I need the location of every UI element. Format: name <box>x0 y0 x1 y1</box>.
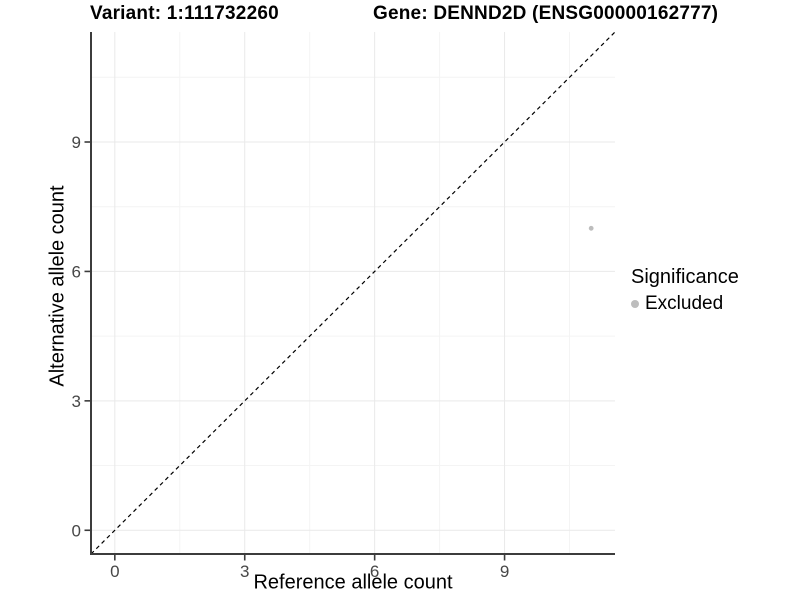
identity-line <box>90 31 616 555</box>
x-axis-title: Reference allele count <box>253 571 453 594</box>
major-gridlines <box>91 32 615 554</box>
x-tick-label: 6 <box>370 562 379 581</box>
variant-title: Variant: 1:111732260 <box>90 3 279 24</box>
axis-tick-marks <box>84 141 506 561</box>
legend-key-dot-icon <box>631 300 639 308</box>
x-tick-label: 3 <box>240 562 249 581</box>
legend-item-excluded: Excluded <box>631 293 739 315</box>
legend-title: Significance <box>631 266 739 288</box>
y-axis-title: Alternative allele count <box>46 185 69 387</box>
data-point <box>588 225 594 231</box>
gene-title: Gene: DENND2D (ENSG00000162777) <box>373 3 719 24</box>
x-tick-label: 9 <box>500 562 509 581</box>
y-tick-label: 3 <box>72 392 81 411</box>
data-points <box>588 225 594 231</box>
y-tick-label: 0 <box>72 521 81 540</box>
minor-gridlines <box>91 32 615 554</box>
axis-lines <box>90 32 615 555</box>
legend: Significance Excluded <box>631 266 739 315</box>
y-tick-label: 9 <box>72 133 81 152</box>
identity-dashed-line <box>90 31 616 555</box>
axis-tick-labels: 0 3 6 9 0 3 6 9 <box>72 133 510 581</box>
y-tick-label: 6 <box>72 262 81 281</box>
x-tick-label: 0 <box>110 562 119 581</box>
legend-item-label: Excluded <box>645 293 724 314</box>
